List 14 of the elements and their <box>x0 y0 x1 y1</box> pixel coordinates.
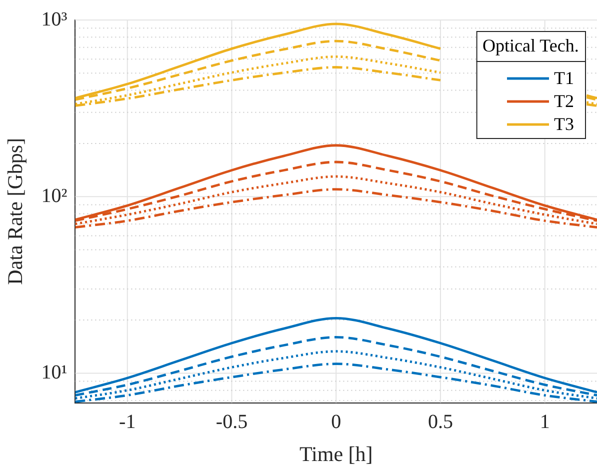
legend-title: Optical Tech. <box>482 36 579 56</box>
x-axis-title: Time [h] <box>299 442 373 466</box>
x-tick-label: -1 <box>119 411 136 434</box>
y-axis-title: Data Rate [Gbps] <box>3 138 28 285</box>
legend-label: T3 <box>554 114 574 134</box>
x-tick-label: -0.5 <box>216 411 248 434</box>
x-tick-label: 1 <box>540 411 550 434</box>
x-tick-label: 0.5 <box>428 411 453 434</box>
y-tick-label: 10¹ <box>41 361 68 384</box>
legend-label: T1 <box>554 68 574 88</box>
y-tick-label: 10³ <box>41 8 68 30</box>
y-tick-label: 10² <box>41 184 68 207</box>
x-tick-label: 0 <box>331 411 342 434</box>
legend-label: T2 <box>554 91 574 112</box>
